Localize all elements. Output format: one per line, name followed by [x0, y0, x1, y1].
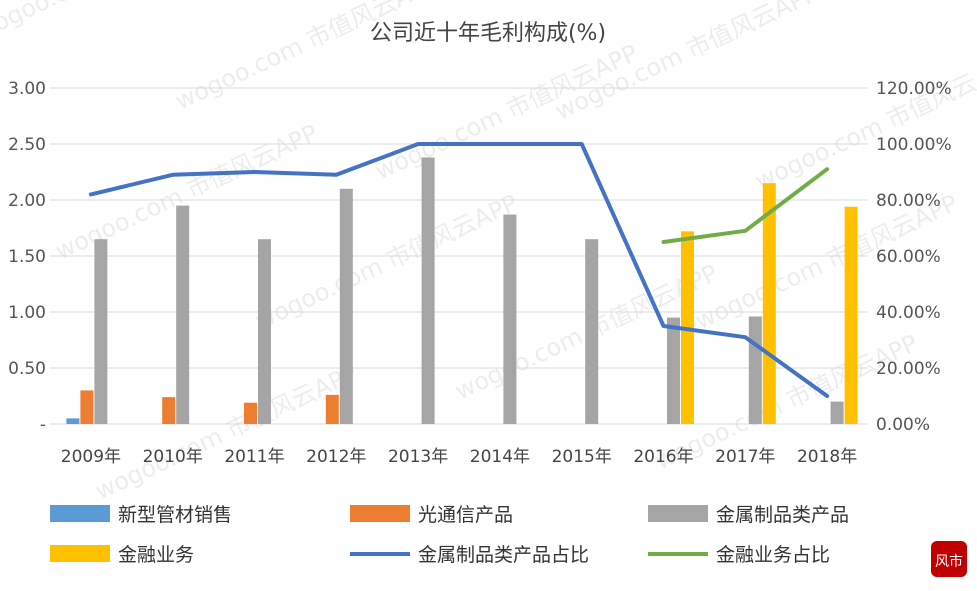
x-category-label: 2012年	[306, 447, 366, 467]
bar-1-1	[162, 397, 176, 424]
bar-1-2	[244, 402, 257, 424]
bars-layer	[66, 157, 858, 424]
bar-2-2	[258, 239, 271, 424]
bar-1-3	[325, 394, 339, 424]
bar-2-4	[421, 157, 435, 424]
bar-3-8	[762, 183, 776, 424]
legend-swatch	[648, 505, 708, 522]
legend-label: 光通信产品	[418, 504, 513, 526]
x-category-label: 2018年	[797, 447, 857, 467]
y-left-tick-label: 0.50	[8, 359, 46, 379]
y-right-tick-label: 0.00%	[876, 415, 930, 435]
lines-layer	[88, 142, 830, 398]
legend-label: 金属制品类产品	[716, 504, 849, 526]
watermark-text: wogoo.com 市值风云APP	[91, 359, 362, 505]
logo-seal: 风市	[931, 541, 967, 577]
bar-2-3	[339, 188, 353, 424]
watermark-text: wogoo.com 市值风云APP	[751, 49, 977, 195]
legend-label: 新型管材销售	[118, 504, 232, 526]
bar-2-9	[830, 401, 844, 424]
x-category-label: 2016年	[633, 447, 693, 467]
y-right-tick-label: 120.00%	[876, 79, 952, 99]
line-series-1	[661, 167, 830, 244]
legend-label: 金属制品类产品占比	[418, 544, 589, 566]
y-left-tick-label: 1.50	[8, 247, 46, 267]
x-category-label: 2009年	[61, 447, 121, 467]
y-left-tick-label: 2.50	[8, 135, 46, 155]
x-category-label: 2013年	[388, 447, 448, 467]
bar-2-1	[176, 205, 190, 424]
x-category-label: 2015年	[552, 447, 612, 467]
watermark-text: wogoo.com 市值风云APP	[0, 0, 242, 45]
watermark-text: wogoo.com 市值风云APP	[371, 39, 642, 185]
bar-2-0	[94, 239, 108, 424]
bar-0-0	[66, 418, 80, 424]
legend-swatch	[350, 505, 410, 522]
x-category-label: 2011年	[224, 447, 284, 467]
x-category-label: 2010年	[143, 447, 203, 467]
legend-swatch	[50, 505, 110, 522]
x-category-label: 2014年	[470, 447, 530, 467]
y-left-tick-label: 3.00	[8, 79, 46, 99]
x-category-labels: 2009年 2010年 2011年 2012年 2013年 2014年 2015年 2016年…	[61, 447, 857, 467]
y-left-tick-label: -	[40, 415, 46, 435]
bar-1-0	[80, 390, 94, 424]
legend-label: 金融业务占比	[716, 544, 830, 566]
line-series-0	[88, 142, 830, 398]
legend-swatch	[50, 545, 110, 562]
watermark-text: wogoo.com 市值风云APP	[251, 189, 522, 335]
x-category-label: 2017年	[715, 447, 775, 467]
y-right-tick-label: 40.00%	[876, 303, 941, 323]
bar-2-8	[748, 316, 762, 424]
y-right-tick-label: 60.00%	[876, 247, 941, 267]
y-right-tick-label: 20.00%	[876, 359, 941, 379]
bar-2-6	[585, 239, 599, 424]
chart-title: 公司近十年毛利构成(%)	[370, 21, 606, 46]
y-left-tick-label: 1.00	[8, 303, 46, 323]
watermark-text: wogoo.com 市值风云APP	[171, 0, 442, 115]
y-right-ticks: 0.00% 20.00% 40.00% 60.00% 80.00% 100.00% 120.…	[876, 79, 952, 435]
bar-3-9	[844, 206, 858, 424]
y-left-ticks: - 0.50 1.00 1.50 2.00 2.50 3.00	[8, 79, 46, 435]
y-right-tick-label: 80.00%	[876, 191, 941, 211]
y-right-tick-label: 100.00%	[876, 135, 952, 155]
legend-label: 金融业务	[118, 544, 194, 566]
svg-text:风市: 风市	[935, 553, 963, 570]
y-left-tick-label: 2.00	[8, 191, 46, 211]
bar-2-7	[667, 317, 680, 424]
bar-2-5	[503, 214, 517, 424]
